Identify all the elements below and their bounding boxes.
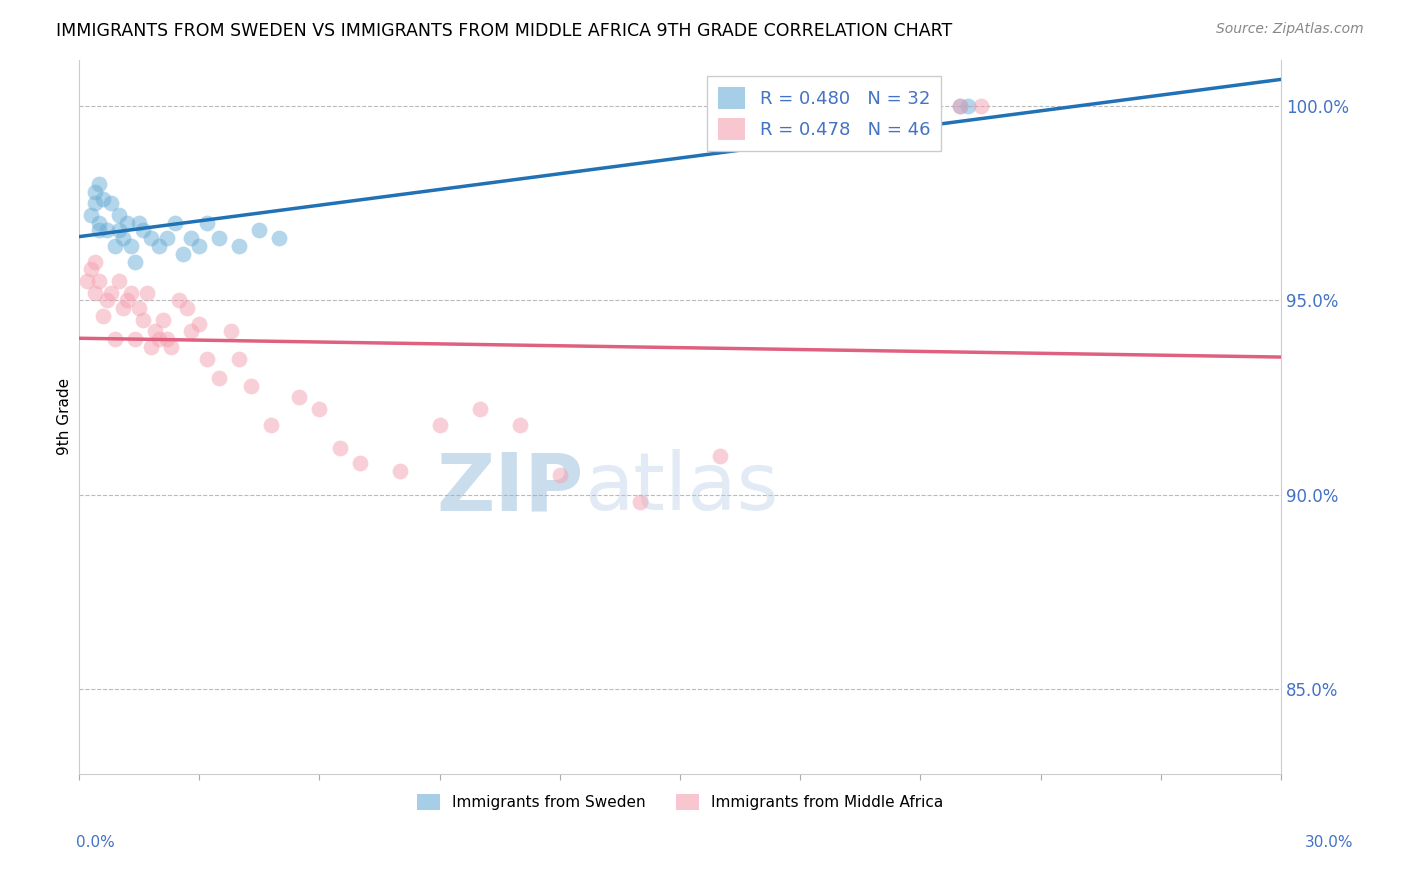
Point (84, 254, 107, 268)
Point (80, 208, 103, 222)
Point (143, 325, 166, 339)
Point (240, 379, 263, 393)
Point (148, 239, 170, 253)
Point (120, 285, 142, 300)
Point (104, 332, 127, 346)
Point (176, 301, 198, 315)
Point (388, 464, 411, 478)
Point (165, 216, 187, 230)
Y-axis label: 9th Grade: 9th Grade (58, 378, 72, 456)
Point (180, 325, 202, 339)
Point (308, 402, 330, 417)
Point (112, 231, 135, 245)
Point (709, 449, 731, 463)
Point (468, 402, 491, 417)
Point (949, 99, 972, 113)
Point (152, 312, 174, 326)
Point (628, 495, 651, 509)
Point (124, 254, 146, 268)
Point (160, 340, 183, 354)
Text: Source: ZipAtlas.com: Source: ZipAtlas.com (1216, 22, 1364, 37)
Point (80, 262, 103, 277)
Point (141, 231, 163, 245)
Point (429, 417, 451, 432)
Point (949, 99, 972, 113)
Point (112, 301, 135, 315)
Point (172, 246, 194, 260)
Point (132, 223, 155, 237)
Point (89, 177, 111, 191)
Point (195, 351, 218, 366)
Point (195, 216, 218, 230)
Point (228, 239, 250, 253)
Point (100, 285, 122, 300)
Legend: Immigrants from Sweden, Immigrants from Middle Africa: Immigrants from Sweden, Immigrants from … (411, 789, 949, 816)
Point (188, 317, 211, 331)
Text: IMMIGRANTS FROM SWEDEN VS IMMIGRANTS FROM MIDDLE AFRICA 9TH GRADE CORRELATION CH: IMMIGRANTS FROM SWEDEN VS IMMIGRANTS FRO… (56, 22, 952, 40)
Point (141, 340, 163, 354)
Point (96, 223, 118, 237)
Text: 30.0%: 30.0% (1305, 836, 1353, 850)
Point (548, 468, 571, 483)
Point (169, 293, 191, 308)
Point (108, 208, 131, 222)
Point (328, 441, 350, 455)
Point (148, 332, 170, 346)
Text: atlas: atlas (583, 450, 779, 527)
Point (208, 371, 231, 385)
Point (89, 274, 111, 288)
Point (156, 332, 179, 346)
Point (84, 285, 107, 300)
Point (84, 196, 107, 211)
Point (957, 99, 980, 113)
Point (89, 216, 111, 230)
Point (84, 185, 107, 199)
Point (349, 457, 371, 471)
Point (208, 231, 231, 245)
Point (128, 216, 150, 230)
Point (228, 351, 250, 366)
Point (76, 274, 98, 288)
Point (104, 239, 127, 253)
Point (269, 231, 291, 245)
Point (91, 309, 114, 323)
Text: 0.0%: 0.0% (76, 836, 115, 850)
Point (108, 223, 131, 237)
Point (288, 391, 311, 405)
Point (124, 332, 146, 346)
Point (156, 231, 179, 245)
Text: ZIP: ZIP (437, 450, 583, 527)
Point (969, 99, 991, 113)
Point (136, 285, 159, 300)
Point (180, 231, 202, 245)
Point (100, 196, 122, 211)
Point (247, 223, 270, 237)
Point (509, 417, 531, 432)
Point (115, 216, 138, 230)
Point (96, 293, 118, 308)
Point (91, 193, 114, 207)
Point (221, 325, 243, 339)
Point (115, 293, 138, 308)
Point (260, 417, 283, 432)
Point (108, 274, 131, 288)
Point (132, 312, 155, 326)
Point (188, 239, 211, 253)
Point (89, 223, 111, 237)
Point (120, 239, 142, 253)
Point (128, 301, 150, 315)
